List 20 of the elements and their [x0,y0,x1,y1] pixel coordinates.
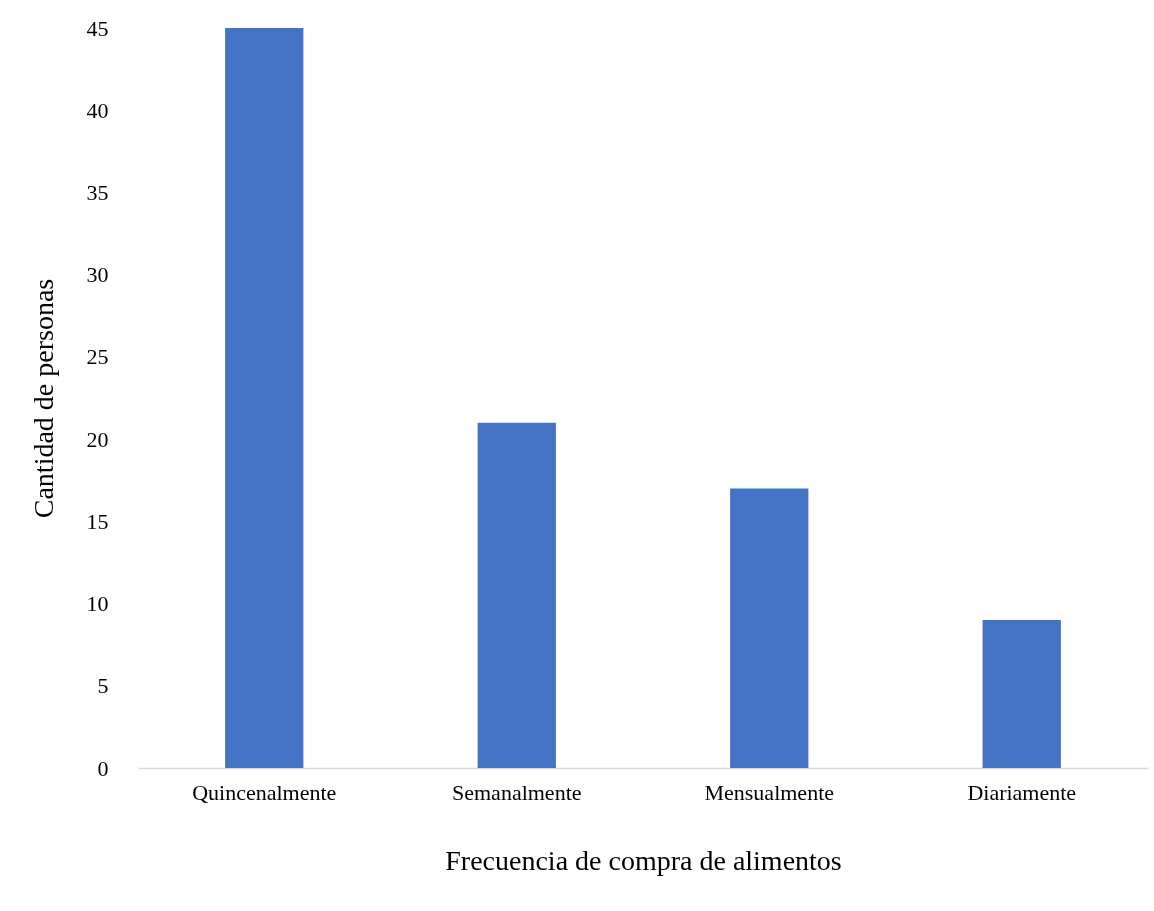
y-tick-label: 15 [86,508,109,534]
bar [730,488,809,768]
bar [477,422,556,768]
y-tick-label: 30 [86,262,109,288]
x-axis-title: Frecuencia de compra de alimentos [445,844,842,876]
x-tick-label: Semanalmente [451,779,582,805]
x-tick-label: Diariamente [967,779,1077,805]
x-tick-label: Mensualmente [704,779,835,805]
y-tick-label: 5 [97,673,109,699]
y-axis-title: Cantidad de personas [27,278,59,519]
y-tick-label: 35 [86,179,109,205]
y-tick-label: 10 [86,591,109,617]
y-tick-label: 0 [97,755,109,781]
x-tick-label: Quincenalmente [192,779,337,805]
bar [225,28,304,768]
y-tick-label: 45 [86,15,109,41]
y-tick-label: 20 [86,426,109,452]
y-tick-label: 40 [86,97,109,123]
bar [982,620,1061,768]
y-tick-label: 25 [86,344,109,370]
